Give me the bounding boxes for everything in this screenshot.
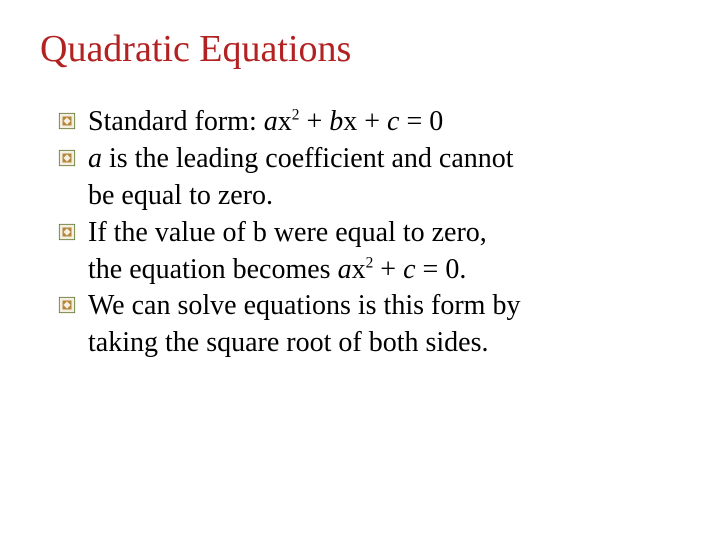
- bullet-text: a is the leading coefficient and cannot …: [88, 143, 514, 211]
- slide: Quadratic Equations Standard form: ax2 +…: [0, 0, 720, 402]
- text-run: We can solve equations is this form by: [88, 290, 520, 321]
- text-run: taking the square root of both sides.: [88, 327, 488, 358]
- bullet-text: We can solve equations is this form by t…: [88, 290, 520, 358]
- text-run: x: [352, 254, 366, 285]
- ornament-bullet-icon: [58, 149, 76, 167]
- list-item: We can solve equations is this form by t…: [58, 288, 680, 362]
- text-run: +: [373, 254, 403, 285]
- slide-title: Quadratic Equations: [40, 28, 680, 72]
- bullet-list: Standard form: ax2 + bx + c = 0 a is the…: [40, 104, 680, 363]
- bullet-text: If the value of b were equal to zero, th…: [88, 217, 487, 285]
- bullet-text: Standard form: ax2 + bx + c = 0: [88, 106, 443, 137]
- text-run: Standard form:: [88, 106, 264, 137]
- text-run: be equal to zero.: [88, 180, 273, 211]
- var-a: a: [338, 254, 352, 285]
- text-run: x: [278, 106, 292, 137]
- var-c: c: [403, 254, 415, 285]
- var-b: b: [329, 106, 343, 137]
- list-item: If the value of b were equal to zero, th…: [58, 215, 680, 289]
- var-a: a: [88, 143, 102, 174]
- ornament-bullet-icon: [58, 223, 76, 241]
- var-a: a: [264, 106, 278, 137]
- text-run: x +: [343, 106, 387, 137]
- text-run: +: [299, 106, 329, 137]
- list-item: Standard form: ax2 + bx + c = 0: [58, 104, 680, 141]
- ornament-bullet-icon: [58, 296, 76, 314]
- text-run: is the leading coefficient and cannot: [102, 143, 514, 174]
- text-run: the equation becomes: [88, 254, 338, 285]
- var-c: c: [387, 106, 399, 137]
- text-run: If the value of b were equal to zero,: [88, 217, 487, 248]
- text-run: = 0: [399, 106, 443, 137]
- text-run: = 0.: [416, 254, 467, 285]
- ornament-bullet-icon: [58, 112, 76, 130]
- list-item: a is the leading coefficient and cannot …: [58, 141, 680, 215]
